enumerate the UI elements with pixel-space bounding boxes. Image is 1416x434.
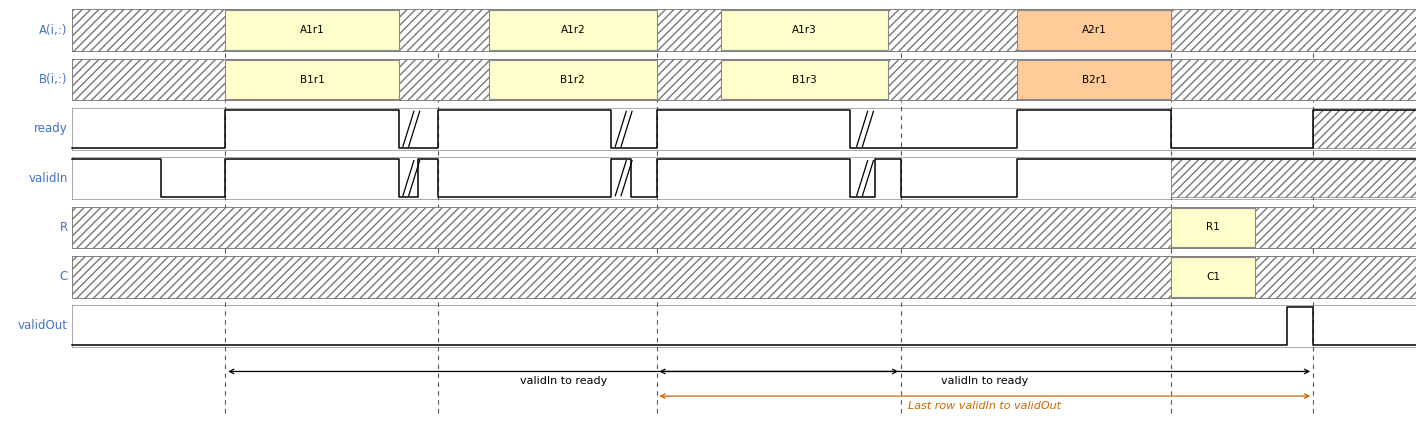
Bar	[72, 59, 1416, 100]
Bar	[72, 256, 1416, 298]
Bar	[1171, 257, 1255, 296]
Text: B(i,:): B(i,:)	[40, 73, 68, 86]
Bar	[1017, 10, 1171, 50]
Bar	[225, 60, 399, 99]
Text: C: C	[59, 270, 68, 283]
Text: A1r1: A1r1	[300, 25, 324, 35]
Text: validIn: validIn	[28, 172, 68, 184]
Text: validOut: validOut	[17, 319, 68, 332]
Text: B2r1: B2r1	[1082, 75, 1106, 85]
Text: A2r1: A2r1	[1082, 25, 1106, 35]
Bar	[489, 60, 657, 99]
Bar	[1171, 207, 1255, 247]
Bar	[72, 207, 1416, 248]
Text: B1r2: B1r2	[561, 75, 585, 85]
Text: ready: ready	[34, 122, 68, 135]
Text: R: R	[59, 221, 68, 234]
Bar	[1017, 60, 1171, 99]
Text: validIn to ready: validIn to ready	[520, 376, 607, 386]
Text: A1r3: A1r3	[792, 25, 817, 35]
Text: A(i,:): A(i,:)	[40, 24, 68, 37]
Bar	[1313, 110, 1416, 148]
Text: C1: C1	[1206, 272, 1221, 282]
Text: A1r2: A1r2	[561, 25, 585, 35]
Text: R1: R1	[1206, 222, 1221, 233]
Text: validIn to ready: validIn to ready	[942, 376, 1028, 386]
Text: Last row validIn to validOut: Last row validIn to validOut	[908, 401, 1061, 411]
Bar	[489, 10, 657, 50]
Bar	[721, 60, 888, 99]
Bar	[1171, 159, 1416, 197]
Bar	[72, 10, 1416, 51]
Text: B1r3: B1r3	[792, 75, 817, 85]
Bar	[721, 10, 888, 50]
Bar	[225, 10, 399, 50]
Text: B1r1: B1r1	[300, 75, 324, 85]
